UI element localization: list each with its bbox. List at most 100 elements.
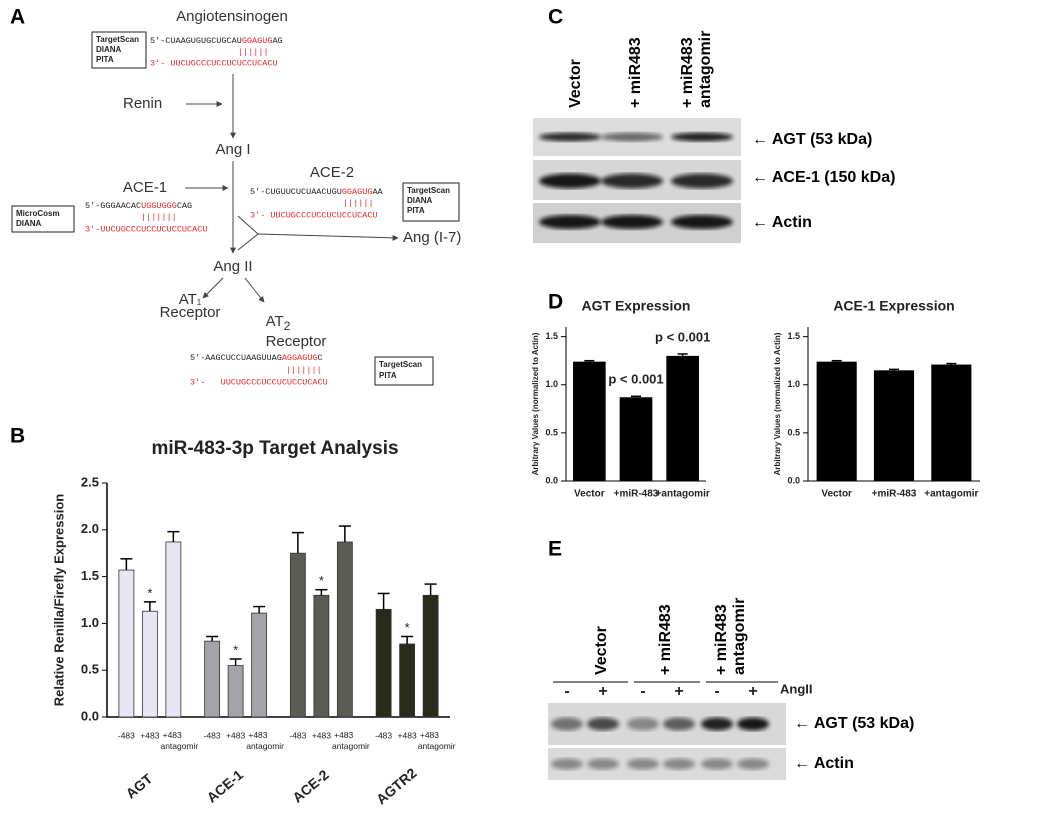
row-label: ← AGT (53 kDa) — [794, 715, 914, 732]
arrow — [202, 277, 224, 299]
series-label-line: antagomir — [332, 741, 370, 751]
p-value-label: p < 0.001 — [608, 372, 663, 387]
node-label: Ang (I-7) — [403, 229, 461, 246]
series-label: +483 — [140, 730, 159, 740]
bar — [141, 610, 158, 718]
series-label-line: antagomir — [246, 741, 284, 751]
bar — [313, 594, 330, 718]
y-tick-label: 1.0 — [787, 379, 800, 389]
panel-label: D — [548, 291, 563, 314]
bar — [375, 608, 392, 718]
category-label: Vector — [574, 489, 605, 500]
bar — [336, 541, 353, 718]
node-label: AT2 — [266, 313, 291, 333]
series-label-line: antagomir — [418, 741, 456, 751]
category-label: AGT — [123, 770, 156, 802]
bar — [422, 594, 439, 718]
y-tick-label: 0.0 — [787, 475, 800, 485]
band — [587, 717, 619, 731]
treatment-sign: - — [640, 683, 645, 700]
bar — [873, 370, 915, 481]
seq-part: 5'-CUGUUCUCUAACUGU — [250, 187, 342, 197]
band — [701, 717, 733, 731]
category-label: ACE-1 — [204, 766, 247, 805]
series-label-line: +483 — [334, 730, 356, 740]
target-sequence: 5'-AAGCUCCUAAGUUAGAGGAGUGC — [190, 353, 323, 363]
series-label-line: +483 — [248, 730, 270, 740]
mirna-sequence: 3'-UUCUGCCCUCCUCUCCUCACU — [85, 224, 207, 234]
lane-label: antagomir — [697, 31, 714, 108]
node-label: Receptor — [160, 304, 221, 321]
tool-name: PITA — [379, 371, 397, 380]
band — [671, 215, 733, 229]
series-label-line: +483 — [163, 730, 185, 740]
band — [601, 173, 663, 189]
mirna-sequence: 3'- UUCUGCCCUCCUCUCCUCACU — [190, 377, 328, 387]
band — [663, 717, 695, 731]
seed-match: AGGAGUG — [282, 353, 318, 363]
significance-mark: * — [319, 573, 324, 588]
seq-part: CAG — [177, 201, 192, 211]
band — [601, 215, 663, 229]
category-label: Vector — [821, 489, 852, 500]
band — [737, 717, 769, 731]
y-tick-label: 0.0 — [81, 708, 99, 723]
series-label: +483 — [226, 730, 245, 740]
bar — [204, 640, 221, 718]
tool-box — [374, 356, 434, 386]
category-label: AGTR2 — [373, 764, 420, 807]
bar — [619, 397, 653, 481]
series-label-line: +483 — [420, 730, 442, 740]
lane-label: + miR483 — [713, 604, 730, 675]
band — [701, 758, 733, 770]
pairing: |||||| — [343, 198, 374, 208]
y-tick-label: 1.5 — [787, 331, 800, 341]
treatment-sign: - — [564, 683, 569, 700]
y-tick-label: 2.5 — [81, 474, 99, 489]
seq-part: AG — [272, 36, 282, 46]
target-sequence: 5'-CUAAGUGUGCUGCAUGGAGUGAG — [150, 36, 283, 46]
series-label: +483 antagomir — [160, 730, 198, 751]
bar — [666, 355, 699, 481]
band — [627, 758, 659, 770]
tool-name: TargetScan — [96, 35, 139, 44]
tool-name: DIANA — [407, 196, 433, 205]
row-label: ← ACE-1 (150 kDa) — [752, 169, 895, 186]
panel-label: E — [548, 538, 562, 561]
lane-label: + miR483 — [657, 604, 674, 675]
significance-mark: * — [233, 642, 238, 657]
series-label: -483 — [289, 730, 306, 740]
y-axis-label: Arbitrary Values (normalized to Actin) — [773, 332, 782, 475]
bar — [399, 643, 416, 718]
series-label: -483 — [375, 730, 392, 740]
lane-label: Vector — [593, 626, 610, 675]
band — [663, 758, 695, 770]
tool-box — [91, 31, 147, 69]
bar — [816, 361, 857, 481]
band — [551, 758, 583, 770]
row-label: ← Actin — [794, 755, 854, 772]
node-label: Angiotensinogen — [176, 8, 288, 25]
receptor-subscript: 1 — [197, 298, 202, 307]
tool-name: DIANA — [96, 45, 122, 54]
receptor-name: AT — [179, 291, 197, 308]
treatment-sign: - — [714, 683, 719, 700]
band — [671, 173, 733, 189]
seq-part: 5'-AAGCUCCUAAGUUAG — [190, 353, 282, 363]
tool-name: PITA — [407, 206, 425, 215]
row-label: ← Actin — [752, 214, 812, 231]
category-label: +miR-483 — [872, 489, 917, 500]
blot-e: Vector + miR483 + miR483 antagomir - + - + -… — [548, 598, 914, 780]
chart-title: AGT Expression — [582, 298, 691, 314]
panel-label: B — [10, 425, 25, 448]
significance-mark: * — [405, 620, 410, 635]
pairing: ||||||| — [141, 212, 177, 222]
target-sequence: 5'-CUGUUCUCUAACUGUGGAGUGAA — [250, 187, 384, 197]
bar — [251, 612, 268, 718]
enzyme-label: Renin — [123, 95, 162, 112]
bar — [289, 552, 306, 718]
tool-box — [11, 205, 75, 233]
series-label: -483 — [118, 730, 135, 740]
lane-label: + miR483 — [679, 37, 696, 108]
